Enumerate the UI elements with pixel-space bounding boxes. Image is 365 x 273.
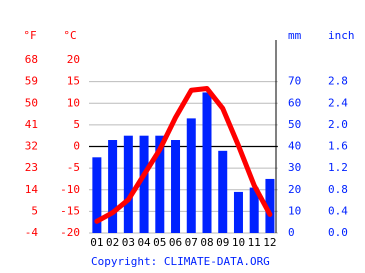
y2-tick-label: 20 xyxy=(288,183,301,196)
x-tick-label: 09 xyxy=(216,236,229,249)
y3-tick-label: 1.6 xyxy=(328,140,348,153)
x-tick-label: 10 xyxy=(232,236,245,249)
x-tick-label: 07 xyxy=(185,236,198,249)
bar xyxy=(186,118,196,233)
x-tick-label: 02 xyxy=(106,236,119,249)
f-tick-label: 23 xyxy=(25,161,38,174)
mm-axis-label: mm xyxy=(288,29,302,42)
f-tick-label: 41 xyxy=(25,118,38,131)
x-tick-label: 08 xyxy=(200,236,213,249)
x-tick-label: 06 xyxy=(169,236,182,249)
x-tick-label: 05 xyxy=(153,236,166,249)
y3-tick-label: 2.4 xyxy=(328,96,348,109)
f-tick-label: 32 xyxy=(25,140,38,153)
bar xyxy=(171,140,181,233)
x-tick-label: 12 xyxy=(263,236,276,249)
y2-tick-label: 60 xyxy=(288,96,301,109)
bar xyxy=(92,157,102,233)
y2-tick-label: 40 xyxy=(288,140,301,153)
y-tick-label: -20 xyxy=(60,226,80,239)
bar xyxy=(233,191,243,233)
y3-tick-label: 2.8 xyxy=(328,75,348,88)
inch-axis-label: inch xyxy=(328,29,355,42)
y2-tick-label: 10 xyxy=(288,204,301,217)
bar xyxy=(155,135,165,233)
bar xyxy=(265,178,275,233)
y-tick-label: 10 xyxy=(67,96,80,109)
bar xyxy=(139,135,149,233)
y2-tick-label: 70 xyxy=(288,75,301,88)
y-tick-label: 15 xyxy=(67,75,80,88)
y3-tick-label: 0.4 xyxy=(328,204,348,217)
f-tick-label: 5 xyxy=(31,204,38,217)
f-tick-label: -4 xyxy=(25,226,39,239)
y3-tick-label: 2.0 xyxy=(328,118,348,131)
y-tick-label: -5 xyxy=(67,161,80,174)
temperature-line xyxy=(94,86,273,224)
y3-tick-label: 0.0 xyxy=(328,226,348,239)
y2-tick-label: 50 xyxy=(288,118,301,131)
x-tick-label: 01 xyxy=(90,236,103,249)
f-tick-label: 68 xyxy=(25,53,38,66)
y2-tick-label: 0 xyxy=(288,226,295,239)
bar xyxy=(108,140,118,233)
y-tick-label: -10 xyxy=(60,183,80,196)
y-tick-label: 0 xyxy=(73,140,80,153)
y-tick-label: 5 xyxy=(73,118,80,131)
c-axis-label: °C xyxy=(63,29,76,42)
y-tick-label: 20 xyxy=(67,53,80,66)
y-tick-label: -15 xyxy=(60,204,80,217)
x-tick-label: 04 xyxy=(137,236,151,249)
x-tick-label: 11 xyxy=(248,236,261,249)
y3-tick-label: 0.8 xyxy=(328,183,348,196)
bar xyxy=(123,135,133,233)
bar xyxy=(249,187,259,233)
f-tick-label: 50 xyxy=(25,96,38,109)
x-tick-label: 03 xyxy=(122,236,135,249)
y2-tick-label: 30 xyxy=(288,161,301,174)
bar xyxy=(218,150,228,233)
f-tick-label: 14 xyxy=(25,183,39,196)
credit: Copyright: CLIMATE-DATA.ORG xyxy=(91,255,270,268)
bar xyxy=(202,92,212,233)
y3-tick-label: 1.2 xyxy=(328,161,348,174)
f-tick-label: 59 xyxy=(25,75,38,88)
f-axis-label: °F xyxy=(23,29,36,42)
